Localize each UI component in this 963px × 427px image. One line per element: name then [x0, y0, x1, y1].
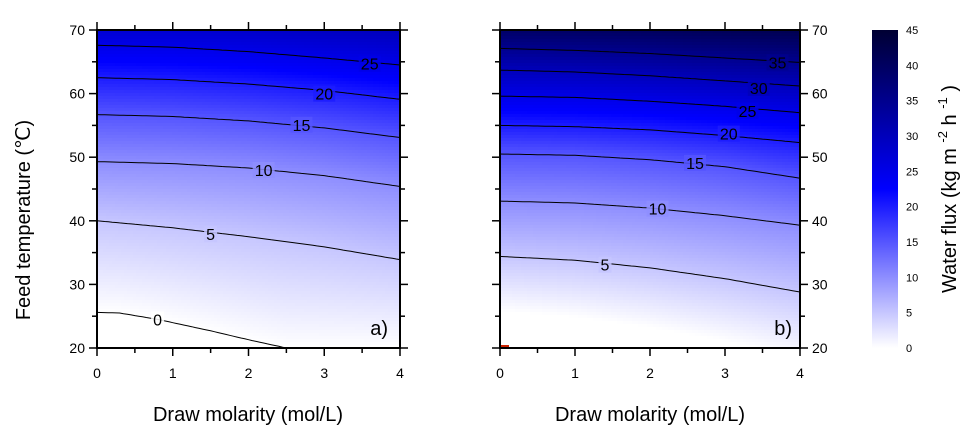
panel-a-heatmap-fill [97, 30, 401, 349]
